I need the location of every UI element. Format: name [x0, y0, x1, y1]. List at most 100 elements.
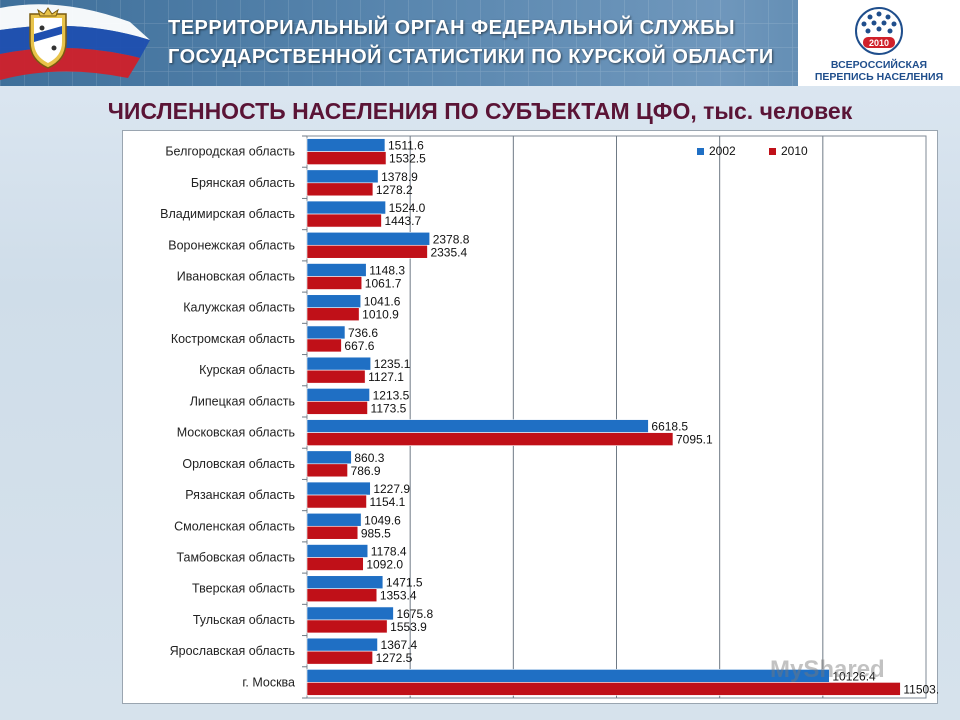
- data-label-2010: 7095.1: [676, 433, 713, 447]
- data-label-2002: 736.6: [348, 326, 378, 340]
- bar-2002: [306, 606, 394, 621]
- data-label-2010: 1154.1: [370, 495, 406, 509]
- bar-2010: [306, 494, 367, 509]
- data-label-2002: 1148.3: [369, 264, 405, 278]
- bar-2002: [306, 169, 379, 184]
- data-label-2010: 1353.4: [380, 589, 417, 603]
- data-label-2002: 1041.6: [364, 295, 401, 309]
- bar-2010: [306, 307, 360, 322]
- data-label-2010: 11503.5: [903, 682, 938, 696]
- census-year-label: 2010: [869, 38, 889, 48]
- bar-2010: [306, 525, 359, 540]
- bar-2010: [306, 276, 363, 290]
- bar-2002: [306, 263, 367, 277]
- bar-2010: [306, 369, 366, 384]
- data-label-2002: 1675.8: [396, 607, 433, 621]
- data-label-2002: 1511.6: [388, 139, 424, 153]
- data-label-2002: 1235.1: [374, 357, 411, 371]
- bar-2010: [306, 682, 901, 696]
- data-label-2010: 1127.1: [368, 370, 404, 384]
- bar-2002: [306, 419, 649, 433]
- data-label-2010: 1443.7: [384, 214, 421, 228]
- legend-label-2002: 2002: [709, 144, 736, 158]
- data-label-2010: 985.5: [361, 526, 391, 540]
- bar-2002: [306, 481, 371, 496]
- category-label: Смоленская область: [174, 519, 295, 533]
- category-label: Воронежская область: [168, 238, 295, 252]
- census-caption-line1: ВСЕРОССИЙСКАЯ: [830, 59, 928, 71]
- category-label: Ивановская область: [177, 270, 295, 284]
- data-label-2010: 1532.5: [389, 152, 426, 166]
- data-label-2002: 1367.4: [381, 638, 418, 652]
- data-label-2010: 1010.9: [362, 308, 399, 322]
- bar-2010: [306, 557, 364, 571]
- category-label: Калужская область: [183, 301, 295, 315]
- category-label: Тамбовская область: [176, 551, 295, 565]
- bar-2002: [306, 138, 386, 152]
- category-label: Ярославская область: [170, 644, 295, 658]
- data-label-2010: 1173.5: [371, 401, 407, 415]
- category-label: Костромская область: [171, 332, 295, 346]
- data-label-2010: 786.9: [351, 464, 381, 478]
- category-label: Орловская область: [182, 457, 295, 471]
- header-banner: ТЕРРИТОРИАЛЬНЫЙ ОРГАН ФЕДЕРАЛЬНОЙ СЛУЖБЫ…: [0, 0, 960, 86]
- bar-2002: [306, 294, 362, 309]
- bar-2002: [306, 200, 386, 215]
- data-label-2002: 1471.5: [386, 576, 423, 590]
- legend-swatch-2010: [769, 148, 776, 155]
- data-label-2002: 10126.4: [832, 669, 876, 683]
- bar-2010: [306, 463, 348, 478]
- bar-2002: [306, 637, 378, 652]
- category-label: Липецкая область: [190, 394, 295, 408]
- bar-2002: [306, 231, 431, 246]
- legend-label-2010: 2010: [781, 144, 808, 158]
- data-label-2010: 667.6: [344, 339, 374, 353]
- organization-name-line2: ГОСУДАРСТВЕННОЙ СТАТИСТИКИ ПО КУРСКОЙ ОБ…: [168, 46, 774, 68]
- bar-2010: [306, 244, 428, 259]
- data-label-2010: 1061.7: [365, 277, 402, 291]
- page-title: ЧИСЛЕННОСТЬ НАСЕЛЕНИЯ ПО СУБЪЕКТАМ ЦФО, …: [107, 98, 853, 124]
- bar-2002: [306, 325, 346, 340]
- bar-2010: [306, 151, 387, 165]
- bar-2010: [306, 338, 342, 353]
- bar-2010: [306, 213, 382, 228]
- category-label: Рязанская область: [185, 488, 295, 502]
- legend-swatch-2002: [697, 148, 704, 155]
- category-label: Брянская область: [191, 176, 295, 190]
- bar-2010: [306, 432, 674, 446]
- bar-2002: [306, 356, 372, 371]
- data-label-2010: 1278.2: [376, 183, 413, 197]
- bar-2002: [306, 512, 362, 527]
- category-label: Владимирская область: [160, 207, 295, 221]
- bar-2010: [306, 401, 368, 415]
- category-label: Белгородская область: [165, 145, 295, 159]
- census-logo-block: 2010 ВСЕРОССИЙСКАЯ ПЕРЕПИСЬ НАСЕЛЕНИЯ: [798, 0, 960, 86]
- census-caption-line2: ПЕРЕПИСЬ НАСЕЛЕНИЯ: [814, 71, 944, 83]
- bar-2010: [306, 588, 378, 603]
- data-label-2002: 6618.5: [651, 420, 688, 434]
- bar-2002: [306, 669, 830, 683]
- data-label-2002: 1227.9: [373, 482, 410, 496]
- kursk-coat-of-arms-icon: [29, 7, 67, 69]
- data-label-2002: 1378.9: [381, 170, 418, 184]
- bar-2002: [306, 450, 352, 465]
- data-label-2010: 2335.4: [430, 245, 467, 259]
- data-label-2002: 2378.8: [433, 232, 470, 246]
- bar-2010: [306, 619, 388, 634]
- data-label-2002: 860.3: [354, 451, 384, 465]
- data-label-2002: 1524.0: [389, 201, 426, 215]
- category-label: г. Москва: [242, 675, 295, 689]
- data-label-2010: 1272.5: [376, 651, 413, 665]
- data-label-2010: 1092.0: [366, 558, 403, 572]
- category-label: Курская область: [199, 363, 295, 377]
- bar-2010: [306, 182, 374, 197]
- census-2010-logo-icon: 2010: [855, 7, 903, 55]
- bar-2002: [306, 544, 369, 558]
- bar-2002: [306, 388, 370, 402]
- data-label-2002: 1049.6: [364, 513, 401, 527]
- bar-2002: [306, 575, 384, 590]
- data-label-2010: 1553.9: [390, 620, 427, 634]
- category-label: Тульская область: [193, 613, 295, 627]
- bar-2010: [306, 650, 373, 665]
